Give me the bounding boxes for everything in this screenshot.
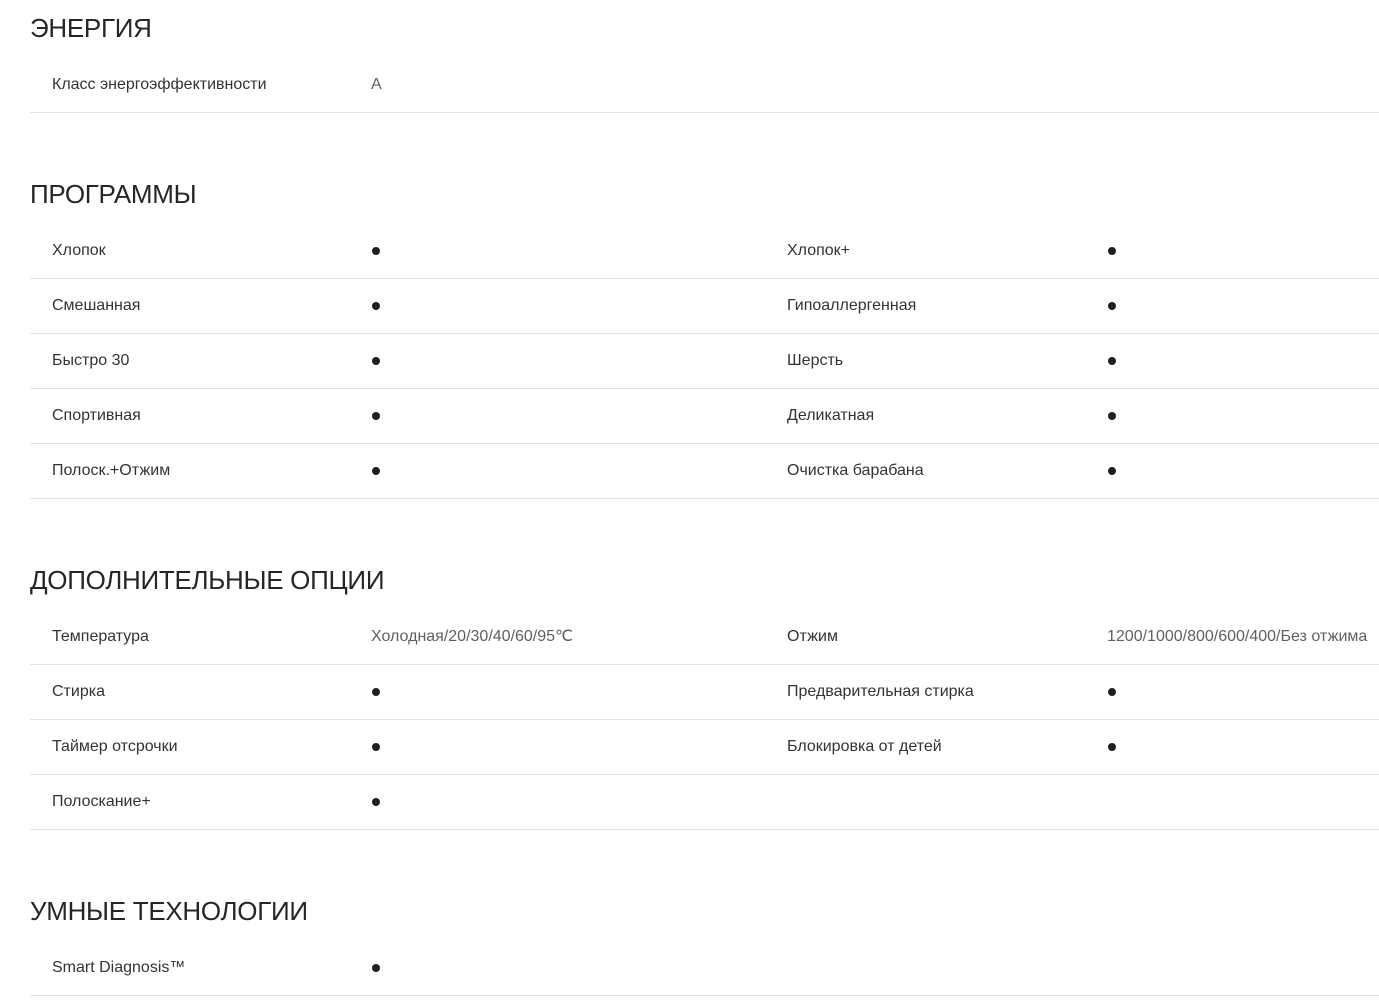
spec-label-left: Смешанная [52, 297, 141, 314]
spec-label-left: Полоск.+Отжим [52, 462, 171, 479]
spec-value-left [371, 958, 787, 978]
spec-label-right: Гипоаллергенная [787, 297, 917, 314]
spec-label-left: Спортивная [52, 407, 141, 424]
spec-row: Температура Холодная/20/30/40/60/95℃ Отж… [30, 610, 1379, 665]
spec-label-left: Быстро 30 [52, 352, 130, 369]
spec-label-right: Деликатная [787, 407, 875, 424]
spec-row: Спортивная Деликатная [30, 389, 1379, 444]
feature-dot [372, 963, 380, 972]
section-title: ПРОГРАММЫ [30, 179, 197, 209]
feature-dot [372, 356, 380, 365]
section-title: УМНЫЕ ТЕХНОЛОГИИ [30, 896, 308, 926]
spec-value-left [371, 461, 787, 481]
spec-section-extra-options: ДОПОЛНИТЕЛЬНЫЕ ОПЦИИ Температура Холодна… [30, 565, 1379, 830]
feature-dot [372, 742, 380, 751]
spec-row: Смешанная Гипоаллергенная [30, 279, 1379, 334]
spec-row: Smart Diagnosis™ [30, 941, 1379, 996]
feature-dot [1108, 301, 1116, 310]
feature-dot [1108, 466, 1116, 475]
spec-value-left [371, 682, 787, 702]
spec-section-energy: ЭНЕРГИЯ Класс энергоэффективности A [30, 13, 1379, 113]
section-rows: Smart Diagnosis™ [30, 941, 1379, 996]
spec-label-left: Стирка [52, 683, 105, 700]
spec-value-right: 1200/1000/800/600/400/Без отжима [1107, 628, 1368, 645]
spec-label-right: Очистка барабана [787, 462, 924, 479]
section-rows: Хлопок Хлопок+ Смешанная Гипоаллергенная… [30, 224, 1379, 499]
section-title: ЭНЕРГИЯ [30, 13, 152, 43]
spec-label-right: Отжим [787, 628, 838, 645]
feature-dot [372, 466, 380, 475]
spec-value-left [371, 792, 787, 812]
spec-value-right [1107, 241, 1379, 261]
spec-value-left [371, 351, 787, 371]
spec-row: Полоск.+Отжим Очистка барабана [30, 444, 1379, 499]
feature-dot [1108, 411, 1116, 420]
spec-label-left: Smart Diagnosis™ [52, 959, 186, 976]
spec-label-right: Шерсть [787, 352, 844, 369]
feature-dot [1108, 356, 1116, 365]
spec-section-smart-tech: УМНЫЕ ТЕХНОЛОГИИ Smart Diagnosis™ [30, 896, 1379, 996]
section-title: ДОПОЛНИТЕЛЬНЫЕ ОПЦИИ [30, 565, 385, 595]
spec-value-left: A [371, 76, 382, 93]
section-rows: Температура Холодная/20/30/40/60/95℃ Отж… [30, 610, 1379, 830]
spec-label-left: Температура [52, 628, 149, 645]
spec-value-left [371, 296, 787, 316]
feature-dot [372, 797, 380, 806]
spec-value-right [1107, 406, 1379, 426]
spec-row: Полоскание+ [30, 775, 1379, 830]
spec-value-right [1107, 296, 1379, 316]
spec-value-right [1107, 737, 1379, 757]
spec-value-left [371, 737, 787, 757]
spec-row: Таймер отсрочки Блокировка от детей [30, 720, 1379, 775]
spec-value-left: Холодная/20/30/40/60/95℃ [371, 628, 574, 645]
spec-label-left: Полоскание+ [52, 793, 151, 810]
feature-dot [1108, 246, 1116, 255]
spec-label-right: Хлопок+ [787, 242, 850, 259]
feature-dot [372, 301, 380, 310]
spec-label-left: Таймер отсрочки [52, 738, 178, 755]
spec-row: Хлопок Хлопок+ [30, 224, 1379, 279]
spec-table: ЭНЕРГИЯ Класс энергоэффективности A ПРОГ… [30, 0, 1379, 996]
feature-dot [372, 411, 380, 420]
spec-section-programs: ПРОГРАММЫ Хлопок Хлопок+ Смешанная Гипоа… [30, 179, 1379, 499]
spec-label-left: Хлопок [52, 242, 106, 259]
feature-dot [372, 246, 380, 255]
feature-dot [1108, 742, 1116, 751]
spec-value-left [371, 406, 787, 426]
section-rows: Класс энергоэффективности A [30, 58, 1379, 113]
spec-row: Класс энергоэффективности A [30, 58, 1379, 113]
spec-label-left: Класс энергоэффективности [52, 76, 267, 93]
spec-value-right [1107, 682, 1379, 702]
feature-dot [372, 687, 380, 696]
spec-value-left [371, 241, 787, 261]
spec-row: Стирка Предварительная стирка [30, 665, 1379, 720]
spec-value-right [1107, 461, 1379, 481]
spec-value-right [1107, 351, 1379, 371]
spec-label-right: Предварительная стирка [787, 683, 974, 700]
spec-row: Быстро 30 Шерсть [30, 334, 1379, 389]
feature-dot [1108, 687, 1116, 696]
spec-label-right: Блокировка от детей [787, 738, 942, 755]
